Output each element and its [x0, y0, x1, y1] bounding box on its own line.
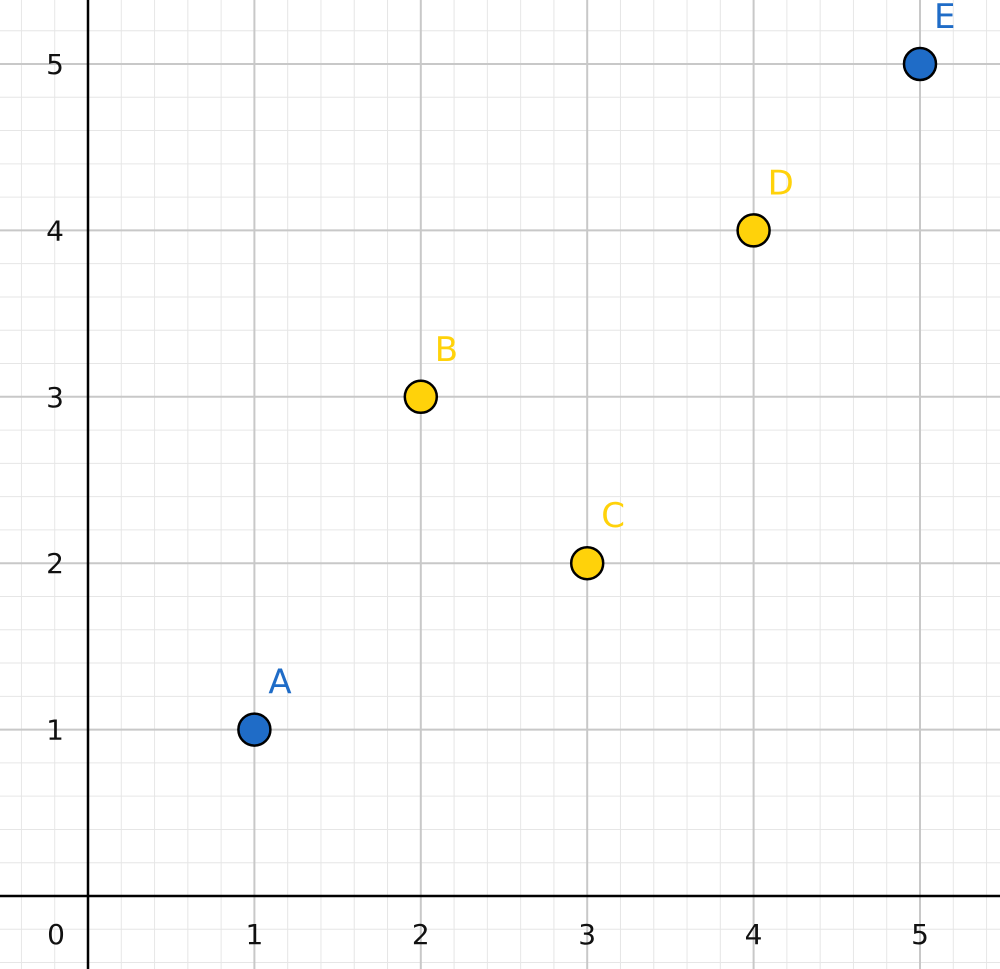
point-c — [569, 545, 605, 581]
x-tick-label: 2 — [412, 918, 430, 951]
y-tick-label: 1 — [46, 714, 64, 747]
data-points — [237, 46, 938, 747]
tick-labels: 1 2 3 4 5 1 2 3 4 5 0 — [46, 48, 929, 951]
y-tick-label: 2 — [46, 547, 64, 580]
origin-label: 0 — [47, 918, 65, 951]
point-a — [237, 712, 272, 747]
point-label-a: A — [268, 663, 291, 703]
point-label-b: B — [435, 330, 458, 370]
y-tick-label: 3 — [46, 381, 64, 414]
point-d — [736, 213, 771, 248]
x-tick-label: 3 — [578, 918, 596, 951]
point-e — [902, 46, 938, 82]
point-labels: A B C D E — [268, 0, 955, 703]
x-tick-label: 5 — [911, 918, 929, 951]
x-tick-label: 1 — [245, 918, 263, 951]
point-label-c: C — [601, 496, 625, 536]
y-tick-label: 5 — [46, 48, 64, 81]
y-tick-label: 4 — [46, 214, 64, 247]
point-b — [403, 379, 439, 415]
x-tick-label: 4 — [745, 918, 763, 951]
point-label-e: E — [934, 0, 955, 37]
point-label-d: D — [768, 163, 794, 203]
